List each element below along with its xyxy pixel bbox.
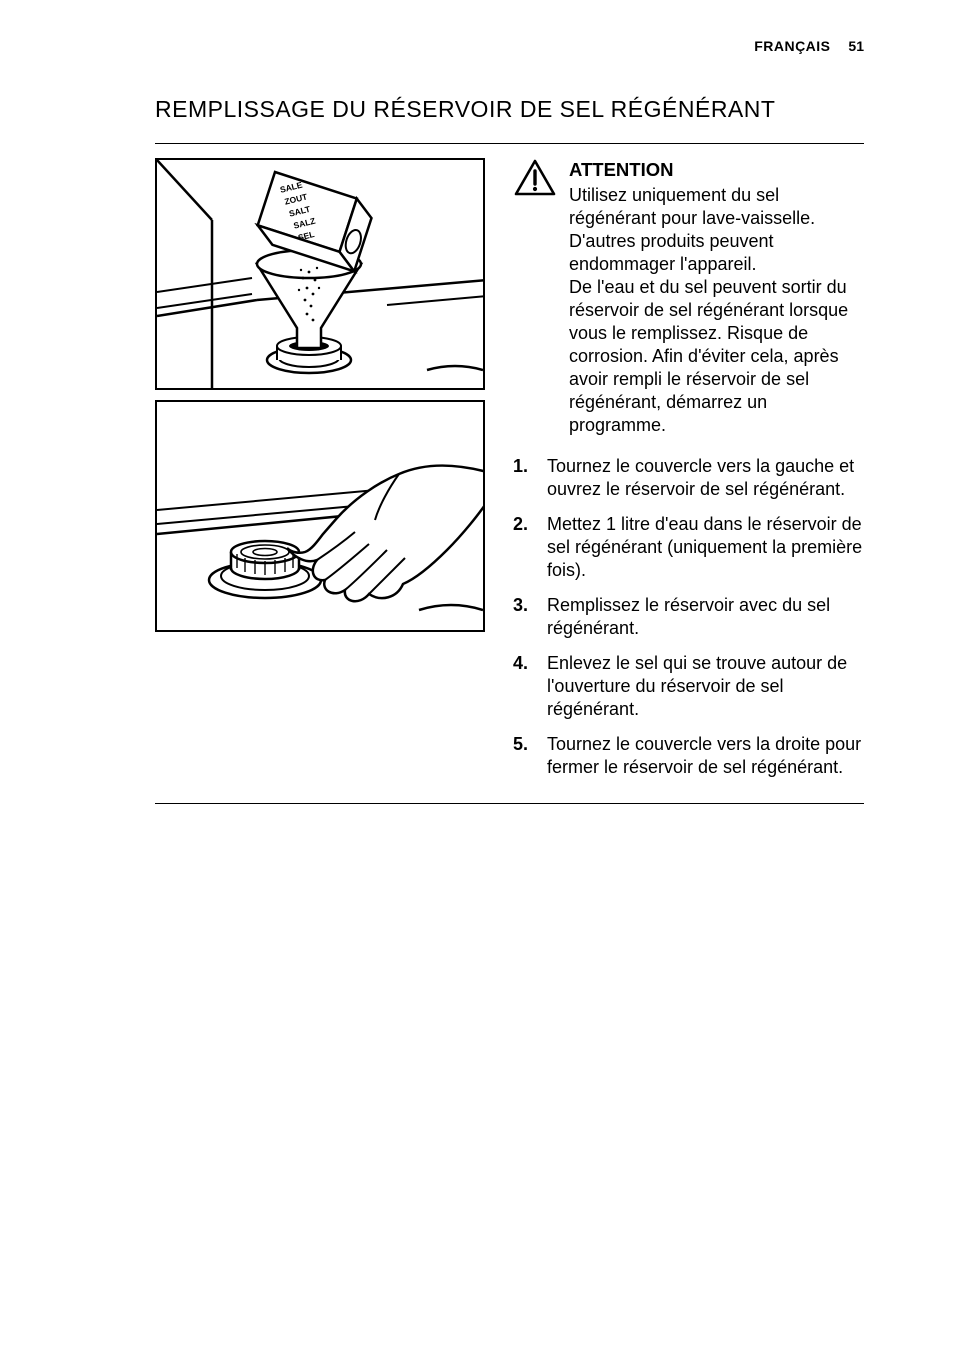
steps-list: Tournez le couvercle vers la gauche et o… [513,455,864,779]
illustration-column: SALE ZOUT SALT SALZ SEL [155,158,485,791]
illustration-close-cap [155,400,485,632]
page-header: FRANÇAIS 51 [155,38,864,54]
step-item: Tournez le couvercle vers la droite pour… [513,733,864,779]
section-title: REMPLISSAGE DU RÉSERVOIR DE SEL RÉGÉNÉRA… [155,96,864,123]
section-divider-top [155,143,864,144]
section-divider-bottom [155,803,864,804]
header-language: FRANÇAIS [754,38,830,54]
attention-block: ATTENTION Utilisez uniquement du sel rég… [513,158,864,437]
header-page-number: 51 [848,38,864,54]
attention-body: Utilisez uniquement du sel régénérant po… [569,184,864,437]
step-item: Enlevez le sel qui se trouve autour de l… [513,652,864,721]
warning-icon [513,158,557,437]
step-item: Mettez 1 litre d'eau dans le réservoir d… [513,513,864,582]
attention-title: ATTENTION [569,158,864,182]
text-column: ATTENTION Utilisez uniquement du sel rég… [513,158,864,791]
illustration-pour-salt: SALE ZOUT SALT SALZ SEL [155,158,485,390]
step-item: Remplissez le réservoir avec du sel régé… [513,594,864,640]
step-item: Tournez le couvercle vers la gauche et o… [513,455,864,501]
